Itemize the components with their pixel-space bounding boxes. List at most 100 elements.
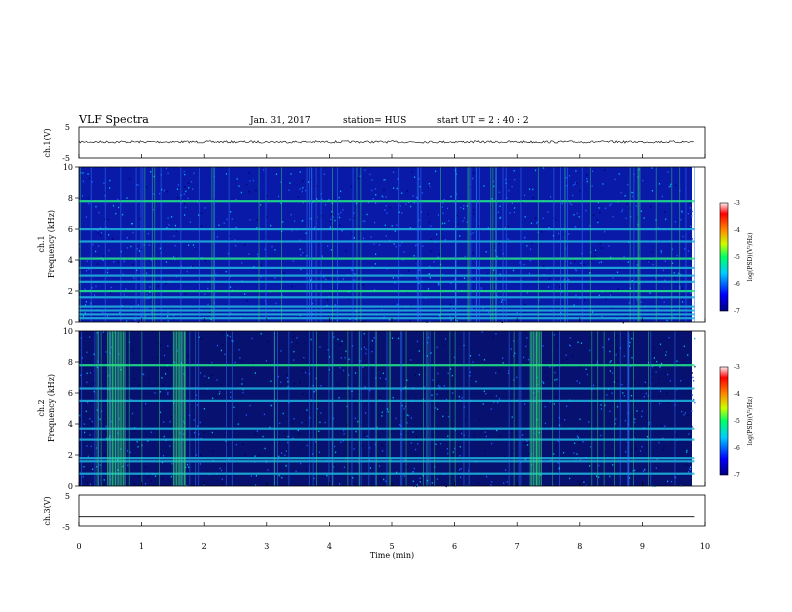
spectrogram-noise-cell <box>617 354 619 356</box>
spectrogram-noise-cell <box>311 453 314 455</box>
spectrogram-noise-cell <box>463 207 465 210</box>
spectrogram-noise-cell <box>691 210 693 213</box>
spectrogram-noise-cell <box>447 415 450 418</box>
spectrogram-noise-cell <box>375 253 377 255</box>
ch1-spec-ylabel-line1: ch.1 <box>37 235 46 252</box>
spectrogram-noise-cell <box>462 220 464 222</box>
spectrogram-noise-cell <box>364 386 366 388</box>
spectrogram-noise-cell <box>109 179 111 182</box>
spectrogram-noise-cell <box>136 184 138 186</box>
spectrogram-noise-cell <box>136 247 138 250</box>
spectrogram-noise-cell <box>675 476 677 479</box>
spectrogram-noise-cell <box>159 247 161 250</box>
impulse-streak <box>496 167 497 322</box>
spectrogram-noise-cell <box>246 183 248 186</box>
spectrogram-noise-cell <box>330 478 332 481</box>
impulse-streak <box>398 167 400 322</box>
spectrogram-noise-cell <box>153 193 155 195</box>
spectrogram-noise-cell <box>99 464 101 466</box>
spectrogram-noise-cell <box>241 383 243 385</box>
spectrogram-noise-cell <box>420 479 422 481</box>
spectrogram-noise-cell <box>102 331 105 333</box>
spectrogram-noise-cell <box>584 299 586 302</box>
spectrogram-noise-cell <box>225 429 227 432</box>
spectrogram-noise-cell <box>583 263 585 266</box>
spectrogram-noise-cell <box>504 227 506 229</box>
spectrogram-noise-cell <box>369 389 371 392</box>
spectrogram-noise-cell <box>529 248 532 250</box>
spectrogram-noise-cell <box>410 442 412 444</box>
spectrogram-noise-cell <box>131 412 134 415</box>
spectrogram-noise-cell <box>364 220 366 223</box>
ch3-voltage-panel: 5 -5 ch.3(V) 0 1 2 3 4 5 6 7 8 9 10 Time (min) <box>43 154 710 560</box>
spectrogram-noise-cell <box>396 335 398 337</box>
spectrogram-noise-cell <box>430 363 432 365</box>
spectrogram-noise-cell <box>692 376 694 379</box>
impulse-streak <box>537 167 539 322</box>
spectrogram-noise-cell <box>499 273 501 275</box>
spectrogram-noise-cell <box>682 235 684 238</box>
spectrogram-noise-cell <box>669 185 671 188</box>
spectrogram-noise-cell <box>463 217 465 219</box>
spectrogram-noise-cell <box>652 365 654 368</box>
spectrogram-noise-cell <box>598 464 600 467</box>
spectrogram-noise-cell <box>514 352 516 355</box>
impulse-streak <box>332 331 334 486</box>
spectrogram-noise-cell <box>184 202 186 205</box>
spectrogram-noise-cell <box>86 372 88 375</box>
spectrogram-noise-cell <box>185 206 187 209</box>
spectrogram-noise-cell <box>559 286 561 288</box>
spectrogram-noise-cell <box>674 277 676 279</box>
spectrogram-noise-cell <box>85 410 87 413</box>
colorbar-tick-label: -3 <box>734 364 740 371</box>
spectrogram-noise-cell <box>399 424 401 426</box>
spectrogram-noise-cell <box>612 277 614 279</box>
frequency-band <box>79 313 695 316</box>
spectrogram-noise-cell <box>385 205 387 207</box>
spectrogram-noise-cell <box>401 212 403 214</box>
spectrogram-noise-cell <box>392 171 395 173</box>
spectrogram-noise-cell <box>137 446 139 448</box>
spectrogram-noise-cell <box>422 245 424 247</box>
spectrogram-noise-cell <box>383 316 385 318</box>
spectrogram-noise-cell <box>625 451 627 453</box>
spectrogram-noise-cell <box>556 345 558 347</box>
colorbar-tick-label: -3 <box>734 200 740 207</box>
spectrogram-noise-cell <box>463 204 465 207</box>
spectrogram-noise-cell <box>631 195 634 198</box>
spectrogram-noise-cell <box>507 372 509 375</box>
impulse-streak <box>639 167 641 322</box>
spectrogram-noise-cell <box>87 197 89 200</box>
spectrogram-noise-cell <box>255 433 257 435</box>
spectrogram-noise-cell <box>314 226 316 229</box>
impulse-streak <box>416 167 418 322</box>
impulse-streak <box>81 331 83 486</box>
ch2-spec-ylabel-line2: Frequency (kHz) <box>47 374 56 442</box>
spectrogram-noise-cell <box>414 244 417 247</box>
impulse-streak <box>455 167 456 322</box>
spectrogram-noise-cell <box>184 214 186 216</box>
impulse-streak <box>685 167 687 322</box>
spectrogram-noise-cell <box>334 304 336 306</box>
impulse-streak <box>559 331 560 486</box>
spectrogram-noise-cell <box>271 245 273 248</box>
spectrogram-noise-cell <box>161 461 164 464</box>
spectrogram-noise-cell <box>254 455 256 457</box>
spectrogram-noise-cell <box>285 450 287 452</box>
spectrogram-noise-cell <box>691 372 693 374</box>
spectrogram-noise-cell <box>447 372 449 375</box>
burst-streak <box>529 331 531 486</box>
spectrogram-noise-cell <box>416 484 418 486</box>
spectrogram-noise-cell <box>544 405 546 408</box>
spectrogram-noise-cell <box>137 184 139 186</box>
spectrogram-noise-cell <box>561 202 563 205</box>
impulse-streak <box>277 331 278 486</box>
spectrogram-noise-cell <box>299 239 301 242</box>
spectrogram-noise-cell <box>362 237 364 240</box>
spectrogram-noise-cell <box>200 454 202 456</box>
spectrogram-noise-cell <box>112 238 114 240</box>
burst-streak <box>124 331 126 486</box>
spectrogram-noise-cell <box>133 277 135 279</box>
spectrogram-noise-cell <box>327 277 329 279</box>
spectrogram-noise-cell <box>97 229 99 232</box>
